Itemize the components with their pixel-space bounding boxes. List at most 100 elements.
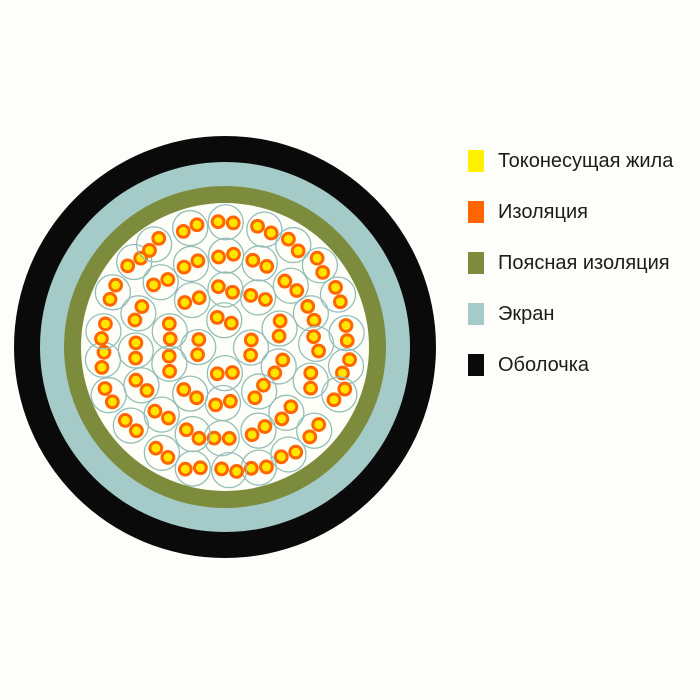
conductor-core — [246, 350, 256, 360]
pair-outline — [246, 211, 283, 248]
legend-label: Токонесущая жила — [498, 150, 674, 172]
wire-pair — [239, 279, 277, 316]
conductor-core — [101, 319, 110, 329]
conductor-core — [193, 350, 203, 360]
conductor-core — [276, 452, 286, 462]
conductor-core — [270, 368, 280, 378]
conductor-core — [163, 453, 173, 462]
pair-outline — [85, 313, 122, 350]
conductor-core — [164, 319, 174, 329]
conductor-core — [303, 302, 313, 311]
conductor-core — [163, 275, 173, 284]
conductor-core — [213, 217, 223, 227]
conductor-core — [266, 228, 276, 238]
conductor-core — [335, 297, 345, 307]
conductor-core — [280, 276, 290, 286]
conductor-core — [193, 256, 203, 266]
core-color-swatch — [468, 150, 484, 172]
conductor-core — [246, 335, 256, 345]
pair-outline — [328, 314, 365, 352]
pair-outline — [173, 281, 211, 319]
conductor-core — [274, 331, 284, 341]
wire-pair — [328, 314, 365, 352]
pair-outline — [275, 226, 312, 264]
conductor-core — [209, 433, 219, 443]
pair-outline — [301, 247, 339, 284]
conductor-core — [246, 463, 256, 473]
wire-pair — [327, 348, 365, 385]
conductor-core — [226, 318, 236, 328]
wire-pair — [292, 295, 330, 332]
conductor-core — [165, 366, 175, 376]
pair-outline — [232, 329, 270, 366]
pair-outline — [142, 264, 179, 301]
conductor-core — [149, 280, 158, 290]
conductor-core — [97, 334, 106, 343]
screen-color-swatch — [468, 303, 484, 325]
pair-outline — [207, 204, 244, 241]
legend-item-belt-insulation: Поясная изоляция — [468, 252, 673, 274]
wire-pair — [173, 281, 211, 319]
conductor-core — [211, 400, 221, 410]
pair-outline — [171, 209, 209, 247]
conductor-core — [345, 355, 354, 364]
conductor-core — [309, 332, 318, 342]
wire-pair — [151, 313, 188, 350]
conductor-core — [217, 464, 227, 474]
conductor-core — [123, 261, 133, 271]
conductor-core — [224, 434, 234, 443]
conductor-core — [179, 385, 189, 394]
conductor-core — [180, 298, 190, 307]
conductor-core — [225, 396, 235, 406]
pair-outline — [206, 302, 243, 339]
conductor-core — [228, 368, 237, 377]
legend-label: Поясная изоляция — [498, 252, 670, 274]
wire-pair — [210, 452, 248, 489]
conductor-core — [165, 334, 175, 344]
pair-outline — [180, 328, 217, 366]
pair-outline — [210, 452, 248, 489]
conductor-core — [105, 294, 115, 304]
pair-outline — [174, 450, 211, 487]
pair-outline — [94, 274, 131, 311]
wire-pair — [135, 226, 173, 263]
pair-outline — [319, 276, 357, 313]
wire-pair — [246, 211, 283, 248]
pair-outline — [143, 434, 181, 471]
pair-outline — [296, 412, 333, 449]
conductor-core — [151, 443, 161, 453]
conductor-core — [154, 233, 164, 243]
conductor-core — [306, 383, 316, 393]
conductor-core — [259, 380, 268, 390]
pair-outline — [240, 373, 278, 410]
wire-pair — [260, 348, 297, 385]
conductor-core — [247, 430, 257, 440]
conductor-core — [194, 335, 204, 344]
pair-outline — [239, 279, 277, 316]
conductor-core — [277, 414, 287, 424]
wire-pair — [240, 412, 277, 449]
conductor-core — [180, 464, 190, 474]
legend: Токонесущая жила Изоляция Поясная изоляц… — [468, 150, 673, 376]
conductor-core — [192, 220, 202, 230]
conductor-core — [107, 397, 117, 407]
wire-pair — [171, 209, 209, 247]
belt-insulation-color-swatch — [468, 252, 484, 274]
conductor-core — [136, 253, 146, 263]
pair-outline — [90, 377, 127, 414]
conductor-core — [164, 413, 173, 423]
wire-pair — [174, 450, 211, 487]
conductor-core — [195, 463, 205, 473]
conductor-core — [329, 395, 339, 405]
conductor-core — [182, 425, 191, 435]
conductor-core — [341, 321, 351, 330]
wire-pair — [261, 310, 298, 347]
conductor-core — [292, 286, 302, 295]
pair-outline — [172, 375, 209, 412]
conductor-core — [213, 282, 223, 292]
conductor-core — [318, 267, 328, 277]
wire-pair — [180, 328, 217, 366]
conductor-core — [150, 406, 160, 416]
conductor-core — [179, 262, 189, 272]
conductor-core — [331, 282, 340, 292]
